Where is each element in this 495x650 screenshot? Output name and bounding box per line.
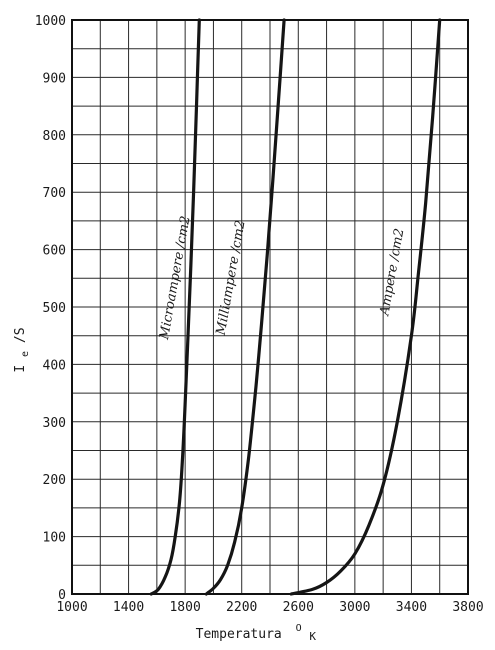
y-axis-title-sub: e [20, 351, 31, 357]
x-axis-title-main: Temperatura [196, 627, 282, 642]
y-tick-label: 500 [43, 301, 66, 316]
y-tick-label: 100 [43, 531, 66, 546]
y-axis-title: I e /S [13, 327, 32, 372]
series-label-2: Ampere /cm2 [377, 227, 407, 317]
series-line-1 [204, 18, 286, 596]
grid [72, 20, 468, 594]
x-axis-title-sub: K [309, 630, 316, 643]
x-tick-label: 2200 [226, 600, 257, 615]
y-tick-label: 200 [43, 473, 66, 488]
series-line-2 [289, 18, 442, 596]
x-tick-label: 2600 [283, 600, 314, 615]
x-tick-label: 3400 [396, 600, 427, 615]
curves [149, 18, 442, 596]
y-tick-label: 0 [58, 588, 66, 603]
x-tick-label: 1400 [113, 600, 144, 615]
y-axis-title-tail: /S [13, 327, 28, 343]
y-tick-label: 900 [43, 71, 66, 86]
y-tick-labels: 0 100 200 300 400 500 600 700 800 900 1000 [35, 14, 66, 603]
x-tick-label: 1000 [56, 600, 87, 615]
y-tick-label: 700 [43, 186, 66, 201]
x-axis-title-sup: O [296, 623, 302, 634]
y-tick-label: 400 [43, 358, 66, 373]
x-tick-label: 3800 [452, 600, 483, 615]
series-line-0 [149, 18, 201, 596]
x-tick-label: 1800 [169, 600, 200, 615]
y-tick-label: 800 [43, 129, 66, 144]
x-tick-label: 3000 [339, 600, 370, 615]
plot-frame [71, 19, 469, 595]
y-tick-label: 300 [43, 416, 66, 431]
x-tick-labels: 1000 1400 1800 2200 2600 3000 3400 3800 [56, 600, 483, 615]
y-tick-label: 600 [43, 244, 66, 259]
y-tick-label: 1000 [35, 14, 66, 29]
y-axis-title-main: I [13, 365, 28, 373]
x-axis-title: Temperatura O K [196, 620, 317, 643]
